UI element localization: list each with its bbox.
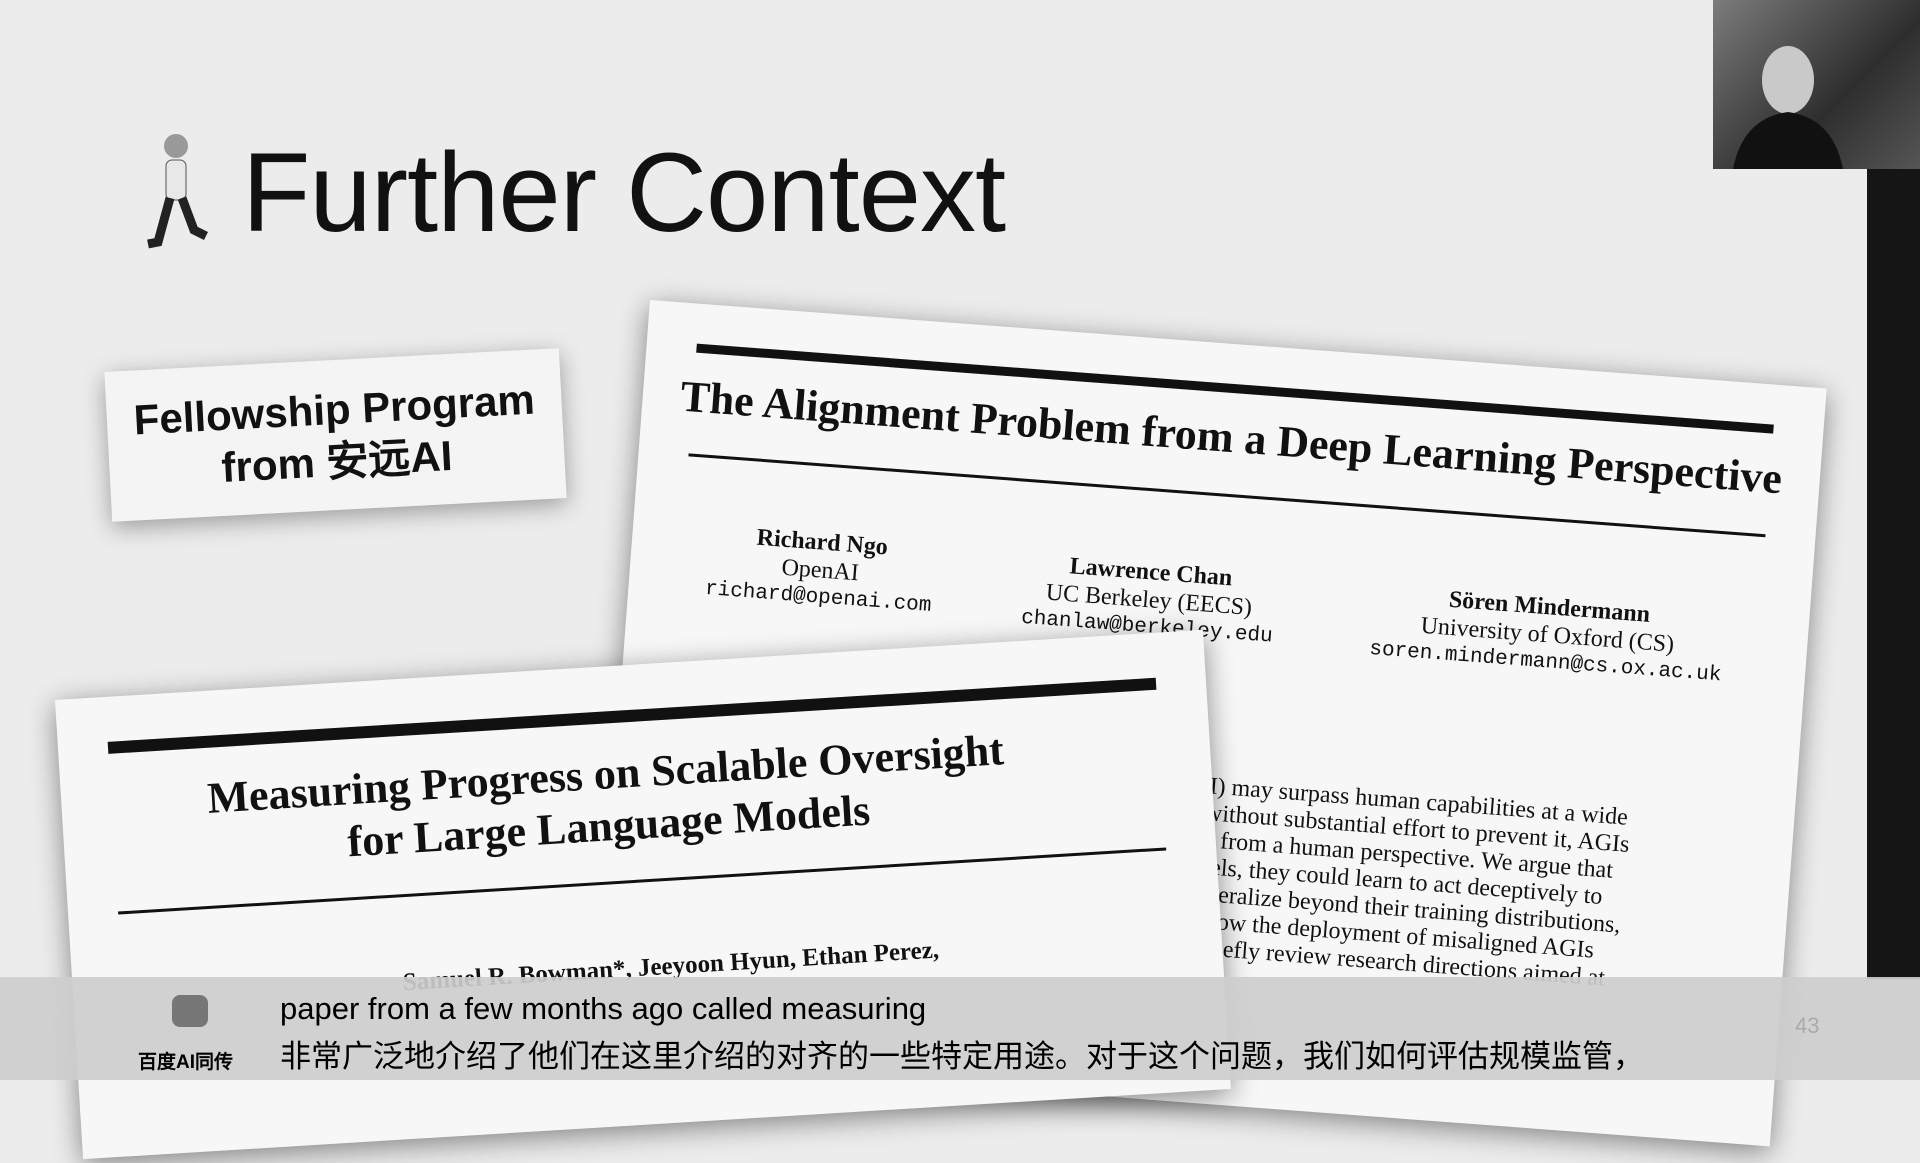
webcam-feed	[1713, 0, 1920, 169]
walking-icon	[147, 134, 209, 249]
logo-icon	[172, 995, 208, 1027]
speaker	[1733, 46, 1843, 169]
slide-title: Further Context	[242, 130, 1006, 255]
page-number: 43	[1795, 1013, 1820, 1038]
author: Sören Mindermann University of Oxford (CS…	[1355, 579, 1740, 691]
subtitle-bar: 百度AI同传 paper from a few months ago calle…	[0, 977, 1920, 1080]
side-strip	[1867, 169, 1920, 979]
logo-text: 百度AI同传	[138, 1052, 234, 1073]
subtitle-chinese: 非常广泛地介绍了他们在这里介绍的对齐的一些特定用途。对于这个问题，我们如何评估规…	[280, 1039, 1644, 1074]
fellowship-badge: Fellowship Program from 安远AI	[104, 348, 567, 522]
subtitle-english: paper from a few months ago called measu…	[280, 991, 927, 1026]
author: Richard Ngo OpenAI richard@openai.com	[687, 519, 953, 622]
